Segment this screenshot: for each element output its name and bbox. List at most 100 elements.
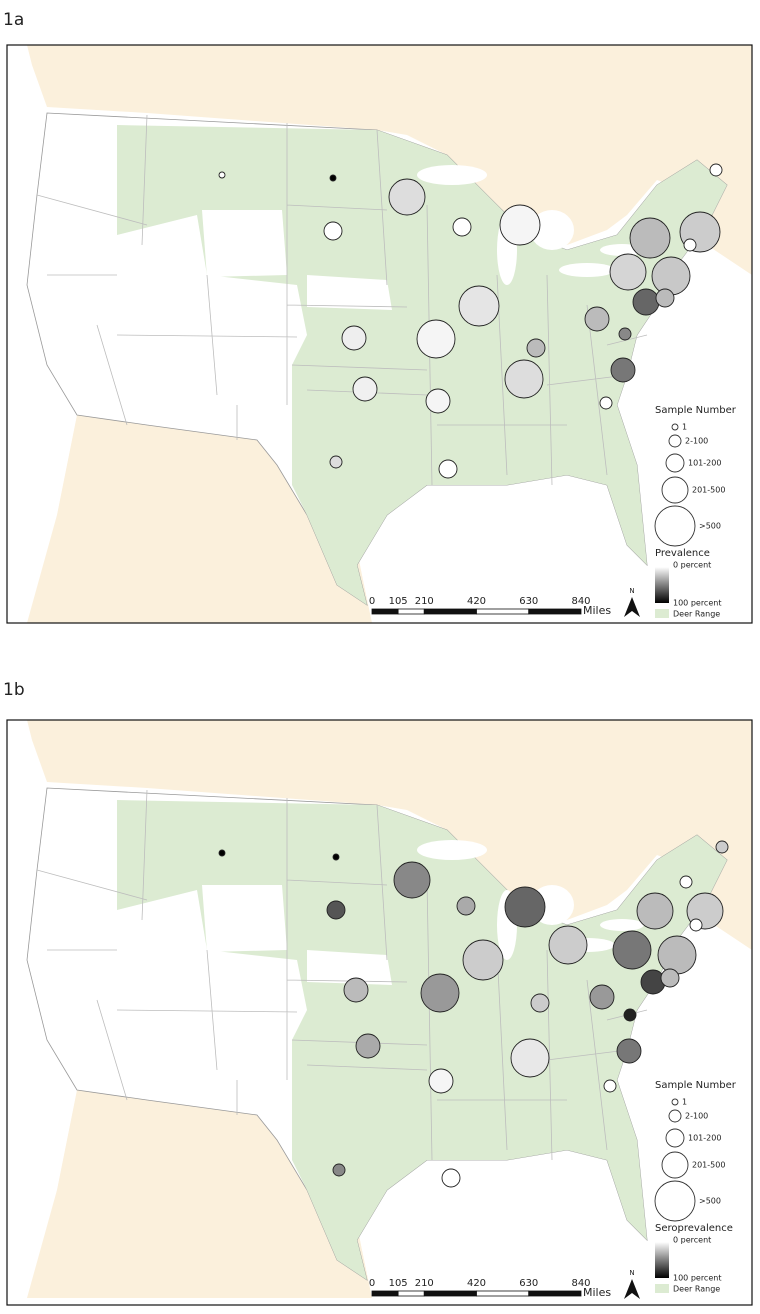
- scale-label: 420: [467, 596, 486, 607]
- legend-label: 100 percent: [673, 599, 721, 608]
- map-frame: [6, 719, 753, 1306]
- scale-segment: [397, 1290, 425, 1297]
- sample-circle: [456, 896, 476, 916]
- sample-circle: [603, 1079, 617, 1093]
- sample-circle: [504, 886, 546, 928]
- sample-circle: [416, 319, 456, 359]
- sample-circle: [660, 968, 680, 988]
- sample-circle: [428, 1068, 454, 1094]
- sample-circle: [218, 171, 226, 179]
- sample-circle: [332, 853, 340, 861]
- sample-circle: [458, 285, 500, 327]
- scale-label: 840: [571, 1278, 590, 1289]
- map-panel: Sample Number 1 2-100 101-200 201-500 >500 Pre…: [6, 44, 753, 624]
- sample-circle: [462, 939, 504, 981]
- legend-label: Deer Range: [673, 610, 720, 619]
- sample-circle: [355, 1033, 381, 1059]
- basemap: [7, 45, 752, 623]
- sample-circle: [530, 993, 550, 1013]
- scale-label: 630: [519, 1278, 538, 1289]
- sample-circle: [715, 840, 729, 854]
- north-arrow: [624, 597, 640, 617]
- scale-label: 420: [467, 1278, 486, 1289]
- legend-label: 2-100: [685, 437, 708, 446]
- legend-circle: [661, 1151, 689, 1179]
- legend-circle: [668, 1109, 682, 1123]
- sample-circle: [689, 918, 703, 932]
- legend-label: 201-500: [692, 486, 725, 495]
- sample-circle: [589, 984, 615, 1010]
- legend-circle: [668, 434, 682, 448]
- sample-circle: [352, 376, 378, 402]
- sample-circle: [499, 204, 541, 246]
- legend-label: 1: [682, 1098, 687, 1107]
- legend-circle: [671, 423, 679, 431]
- north-arrow: [624, 1279, 640, 1299]
- legend-label: 101-200: [688, 1134, 721, 1143]
- color-ramp: [655, 1242, 669, 1278]
- sample-circle: [526, 338, 546, 358]
- scale-segment: [371, 608, 399, 615]
- sample-circle: [425, 388, 451, 414]
- legend-circle: [671, 1098, 679, 1106]
- sample-circle: [655, 288, 675, 308]
- scale-label: 210: [415, 596, 434, 607]
- sample-circle: [343, 977, 369, 1003]
- sample-circle: [441, 1168, 461, 1188]
- basemap: [7, 720, 752, 1298]
- range-swatch: [655, 1284, 669, 1293]
- legend-label: 2-100: [685, 1112, 708, 1121]
- sample-circle: [636, 892, 674, 930]
- sample-circle: [679, 875, 693, 889]
- sample-circle: [683, 238, 697, 252]
- legend-title: Seroprevalence: [655, 1223, 733, 1234]
- legend-label: >500: [699, 522, 721, 531]
- color-ramp: [655, 567, 669, 603]
- sample-circle: [504, 359, 544, 399]
- sample-circle: [623, 1008, 637, 1022]
- sample-circle: [326, 900, 346, 920]
- sample-circle: [393, 861, 431, 899]
- scale-label: 210: [415, 1278, 434, 1289]
- legend-circle: [661, 476, 689, 504]
- north-label: N: [629, 587, 634, 595]
- sample-circle: [640, 969, 666, 995]
- scale-segment: [476, 608, 530, 615]
- sample-circle: [218, 849, 226, 857]
- legend-label: Deer Range: [673, 1285, 720, 1294]
- sample-circle: [616, 1038, 642, 1064]
- scale-segment: [476, 1290, 530, 1297]
- sample-circle: [651, 256, 691, 296]
- scale-label: 105: [389, 1278, 408, 1289]
- legend-label: 0 percent: [673, 1236, 711, 1245]
- scale-segment: [528, 608, 582, 615]
- legend-title: Sample Number: [655, 405, 737, 416]
- map-panel: Sample Number 1 2-100 101-200 201-500 >500 Ser…: [6, 719, 753, 1306]
- sample-circle: [341, 325, 367, 351]
- legend-title: Prevalence: [655, 548, 710, 559]
- sample-circle: [323, 221, 343, 241]
- panel-label: 1a: [3, 10, 24, 30]
- scale-segment: [371, 1290, 399, 1297]
- scale-segment: [397, 608, 425, 615]
- legend-label: 1: [682, 423, 687, 432]
- sample-circle: [329, 174, 337, 182]
- sample-circle: [632, 288, 660, 316]
- sample-circle: [329, 455, 343, 469]
- scale-label: 0: [369, 596, 375, 607]
- sample-circle: [438, 459, 458, 479]
- scale-segment: [423, 608, 477, 615]
- sample-circle: [609, 253, 647, 291]
- sample-circle: [657, 935, 697, 975]
- legend-label: 100 percent: [673, 1274, 721, 1283]
- legend-circle: [654, 1180, 696, 1222]
- sample-circle: [612, 930, 652, 970]
- legend-label: 201-500: [692, 1161, 725, 1170]
- scale-segment: [423, 1290, 477, 1297]
- sample-circle: [629, 217, 671, 259]
- sample-circle: [599, 396, 613, 410]
- range-swatch: [655, 609, 669, 618]
- legend-label: 0 percent: [673, 561, 711, 570]
- map: [7, 45, 752, 623]
